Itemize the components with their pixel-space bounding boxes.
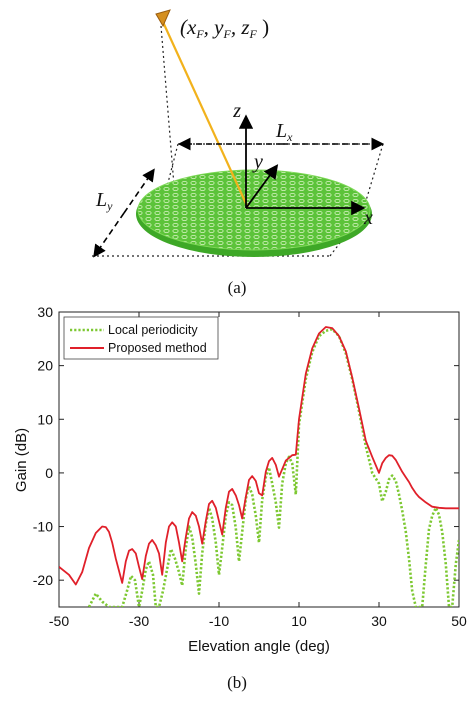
legend-label-local-periodicity: Local periodicity [108,323,198,337]
series-group [59,326,459,607]
x-tick-label: 30 [371,613,387,629]
y-tick-label: -10 [33,519,53,535]
feed-ray [161,21,250,209]
x-axis-title: Elevation angle (deg) [188,638,330,655]
x-tick-group: -50 -30 -10 10 30 50 [49,312,467,629]
ly-dimension-arrow-down [93,212,125,258]
feed-horn-icon [155,9,171,28]
y-tick-label: -20 [33,572,53,588]
y-axis-arrow [245,164,279,209]
y-tick-label: 30 [37,304,53,320]
plot-frame [58,311,460,608]
x-tick-label: 50 [451,613,467,629]
ly-dimension-arrow-up [123,168,155,214]
y-tick-label: 0 [45,465,53,481]
caption-a: (a) [228,278,247,297]
series-line-proposed-method [59,326,459,586]
ly-label: Ly [95,189,113,213]
caption-b: (b) [227,673,247,692]
y-tick-label: 20 [37,358,53,374]
feed-coordinates-label: (xF, yF, zF ) [180,15,269,41]
panel-a-geometry: (xF, yF, zF ) z y x Lx Ly (a) [92,9,385,297]
aperture-box-left [161,143,179,207]
legend-label-proposed-method: Proposed method [108,341,207,355]
legend: Local periodicity Proposed method [63,316,219,360]
x-tick-label: -10 [209,613,229,629]
lx-label: Lx [275,120,293,144]
feed-drop-line [160,25,177,211]
legend-box [63,316,219,360]
z-axis-label: z [232,100,241,122]
panel-b-chart: 30 20 10 0 -10 -20 -50 -30 -10 10 30 50 Local peri… [13,304,467,692]
y-axis-label: y [252,151,263,173]
x-tick-label: 10 [291,613,307,629]
y-tick-label: 10 [37,411,53,427]
y-axis-title: Gain (dB) [13,428,30,492]
x-tick-label: -50 [49,613,69,629]
reflector-surface [137,169,371,251]
x-axis-label: x [363,207,373,229]
y-tick-group: 30 20 10 0 -10 -20 [33,304,459,588]
x-tick-label: -30 [129,613,149,629]
